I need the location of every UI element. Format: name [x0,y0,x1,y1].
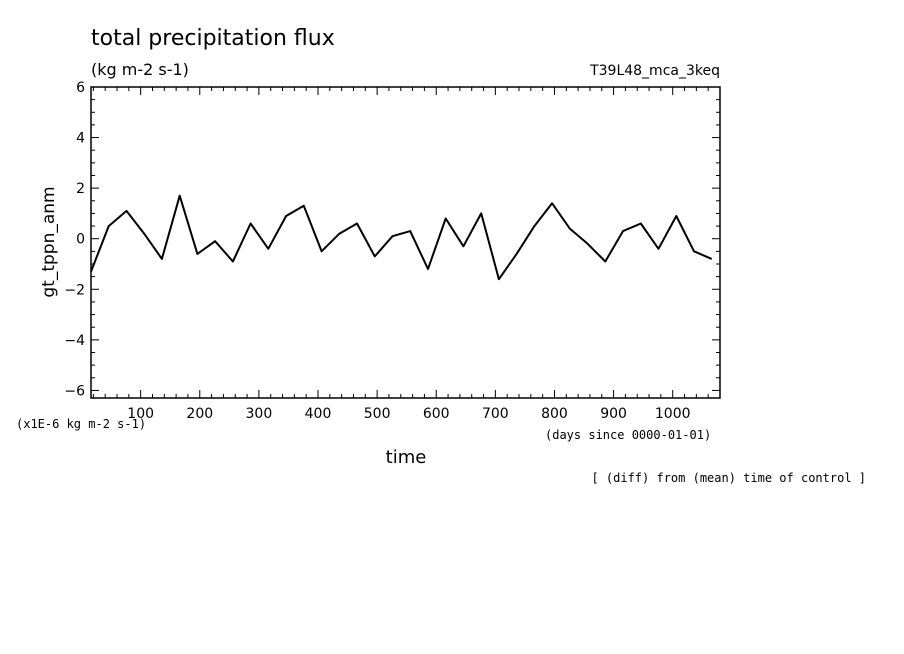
x-axis-unit: (days since 0000-01-01) [545,428,711,442]
x-axis-ticks: 100 200 300 400 500 600 700 800 900 1000 [92,87,721,422]
footnote: [ (diff) from (mean) time of control ] [591,471,866,485]
y-axis-unit: (x1E-6 kg m-2 s-1) [16,417,146,431]
y-tick-label: −2 [64,282,85,298]
y-tick-label: 0 [76,232,85,248]
x-tick-label: 200 [186,406,213,422]
x-tick-label: 100 [127,406,154,422]
x-axis-label: time [386,447,427,468]
series-line-0 [90,194,713,281]
y-tick-label: −4 [64,333,85,349]
y-tick-label: 6 [76,80,85,96]
y-tick-label: 4 [76,131,85,147]
x-tick-label: 700 [482,406,509,422]
y-tick-label: 2 [76,181,85,197]
plot-line-group [90,194,713,281]
x-tick-label: 400 [305,406,332,422]
chart-subtitle: (kg m-2 s-1) [91,60,189,79]
chart-title: total precipitation flux [91,26,335,51]
x-tick-label: 300 [246,406,273,422]
y-axis-ticks: −6 −4 −2 0 2 4 6 [64,80,720,399]
x-tick-label: 800 [541,406,568,422]
run-label: T39L48_mca_3keq [589,63,720,79]
x-tick-label: 900 [600,406,627,422]
y-tick-label: −6 [64,383,85,399]
y-axis-label: gt_tppn_anm [39,186,59,297]
x-tick-label: 1000 [655,406,691,422]
plot-frame [90,86,721,399]
x-tick-label: 500 [364,406,391,422]
x-tick-label: 600 [423,406,450,422]
